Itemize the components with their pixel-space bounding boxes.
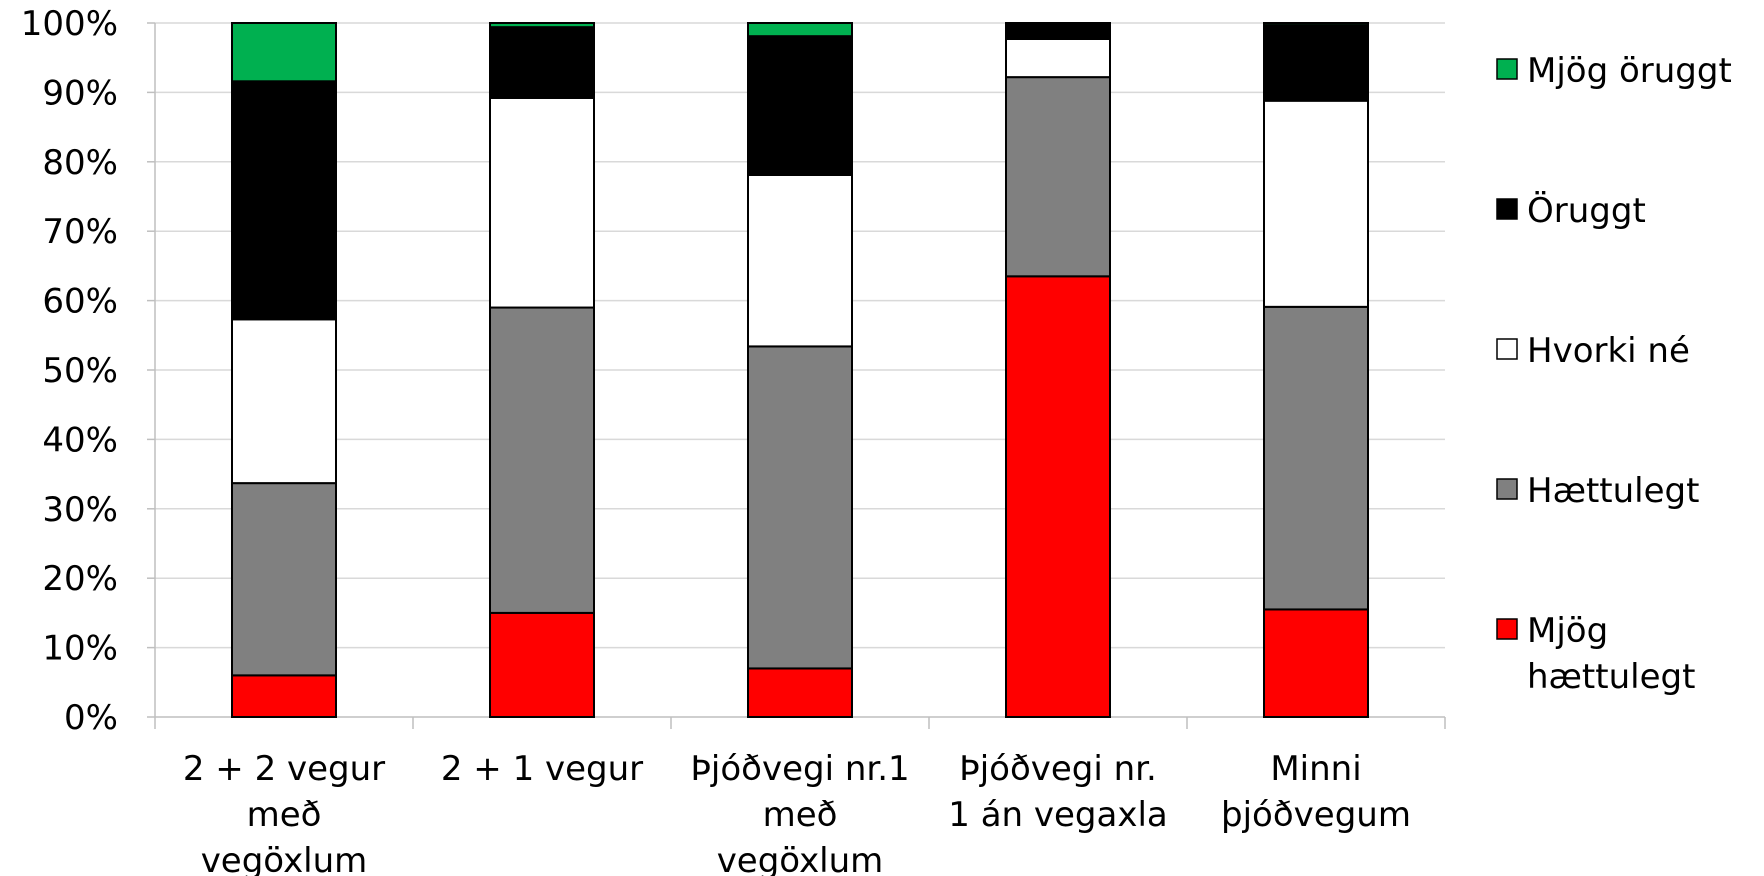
y-tick-label: 50% — [42, 351, 118, 391]
y-tick-label: 30% — [42, 490, 118, 530]
bar-segment-2-0 — [231, 318, 337, 485]
bar-segment-2-2 — [747, 173, 853, 348]
legend-swatch — [1496, 58, 1518, 80]
bar-segment-3-1 — [489, 26, 595, 99]
x-tick-label: vegöxlum — [201, 841, 368, 876]
x-tick-labels: 2 + 2 vegur með vegöxlum 2 + 1 vegur Þjóðveg… — [183, 749, 1411, 876]
legend-swatch — [1496, 338, 1518, 360]
bar-segment-4-2 — [747, 22, 853, 38]
legend-label: Mjög — [1527, 611, 1608, 651]
bar-segment-0-4 — [1263, 608, 1369, 718]
y-tick-label: 10% — [42, 629, 118, 669]
y-tick-label: 20% — [42, 559, 118, 599]
bar-segment-0-1 — [489, 611, 595, 719]
bar-segment-1-3 — [1005, 76, 1111, 278]
legend-label: Hættulegt — [1527, 471, 1699, 511]
bar-segment-0-3 — [1005, 275, 1111, 718]
bar-segment-3-3 — [1005, 22, 1111, 40]
bar-segment-0-2 — [747, 667, 853, 718]
bar-segment-2-1 — [489, 96, 595, 309]
legend: Mjög öruggt Öruggt Hvorki né Hættulegt Mjög h… — [1496, 51, 1732, 697]
bar-segment-3-2 — [747, 35, 853, 176]
y-tick-label: 100% — [21, 4, 118, 44]
x-tick-label: 2 + 2 vegur — [183, 749, 385, 789]
x-tick-label: þjóðvegum — [1221, 795, 1411, 835]
x-tick-label: Þjóðvegi nr. — [959, 749, 1157, 789]
bar-segment-2-4 — [1263, 99, 1369, 308]
x-tick-label: með — [763, 795, 838, 835]
bar-segment-1-1 — [489, 306, 595, 614]
x-tick-label: 2 + 1 vegur — [441, 749, 643, 789]
legend-label: Mjög öruggt — [1527, 51, 1732, 91]
bar-segment-4-4 — [1263, 22, 1369, 27]
x-tick-label: 1 án vegaxla — [948, 795, 1168, 835]
y-tick-label: 80% — [42, 143, 118, 183]
y-tick-label: 70% — [42, 212, 118, 252]
legend-swatch — [1496, 478, 1518, 500]
bars — [231, 22, 1369, 719]
legend-label: hættulegt — [1527, 657, 1695, 697]
bar-segment-1-2 — [747, 345, 853, 670]
y-tick-label: 0% — [64, 698, 118, 738]
bar-segment-1-0 — [231, 482, 337, 677]
bar-segment-4-0 — [231, 22, 337, 83]
bar-segment-2-3 — [1005, 37, 1111, 79]
x-tick-label: Þjóðvegi nr.1 — [690, 749, 909, 789]
legend-swatch — [1496, 618, 1518, 640]
legend-swatch — [1496, 198, 1518, 220]
legend-label: Öruggt — [1527, 190, 1646, 231]
bar-segment-1-4 — [1263, 305, 1369, 611]
bar-segment-0-0 — [231, 674, 337, 718]
bar-segment-3-0 — [231, 80, 337, 321]
y-tick-label: 90% — [42, 73, 118, 113]
bar-segment-4-1 — [489, 22, 595, 29]
y-tick-label: 40% — [42, 420, 118, 460]
y-tick-label: 60% — [42, 282, 118, 322]
x-tick-label: vegöxlum — [717, 841, 884, 876]
legend-label: Hvorki né — [1527, 331, 1690, 371]
bar-segment-3-4 — [1263, 24, 1369, 102]
x-tick-label: Minni — [1270, 749, 1361, 789]
x-tick-label: með — [247, 795, 322, 835]
y-tick-labels: 0% 10% 20% 30% 40% 50% 60% 70% 80% 90% 100% — [21, 4, 118, 738]
